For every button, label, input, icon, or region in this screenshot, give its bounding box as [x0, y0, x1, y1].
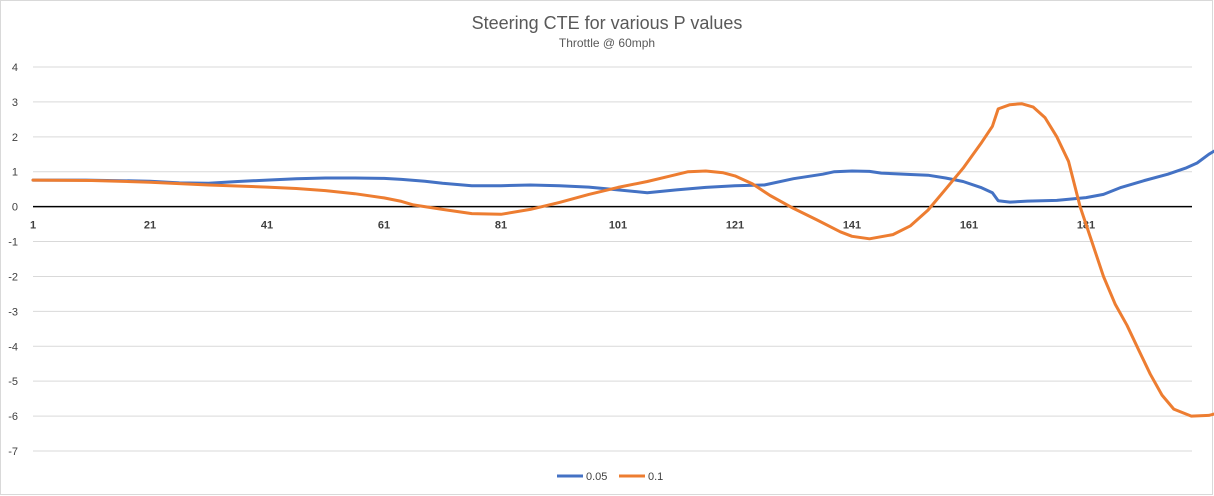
y-tick-label: 1 — [12, 167, 18, 179]
x-tick-label: 81 — [495, 220, 507, 232]
legend-label-series-1: 0.05 — [586, 471, 607, 483]
y-tick-label: 0 — [12, 202, 18, 214]
x-tick-label: 1 — [30, 220, 36, 232]
x-tick-label: 61 — [378, 220, 390, 232]
y-tick-label: -5 — [8, 376, 18, 388]
y-tick-label: -7 — [8, 446, 18, 458]
series-layer — [31, 102, 1214, 418]
x-tick-label: 121 — [726, 220, 744, 232]
series-line-2 — [31, 102, 1214, 418]
x-tick-label: 101 — [609, 220, 627, 232]
y-tick-label: -4 — [8, 341, 18, 353]
y-axis-tick-labels: 4 3 2 1 0 -1 -2 -3 -4 -5 -6 -7 — [8, 62, 18, 458]
y-tick-label: 4 — [12, 62, 18, 74]
legend-label-series-2: 0.1 — [648, 471, 663, 483]
y-tick-label: -3 — [8, 306, 18, 318]
x-tick-label: 161 — [960, 220, 978, 232]
y-tick-label: 3 — [12, 97, 18, 109]
y-tick-label: -1 — [8, 237, 18, 249]
legend: 0.05 0.1 — [557, 471, 663, 483]
y-tick-label: 2 — [12, 132, 18, 144]
y-tick-label: -2 — [8, 271, 18, 283]
gridlines — [33, 66, 1192, 452]
x-tick-label: 141 — [843, 220, 861, 232]
chart-subtitle: Throttle @ 60mph — [559, 36, 655, 50]
y-tick-label: -6 — [8, 411, 18, 423]
series-line-1 — [31, 149, 1214, 204]
x-tick-label: 21 — [144, 220, 156, 232]
x-axis-tick-labels: 1 21 41 61 81 101 121 141 161 181 — [30, 220, 1095, 232]
x-tick-label: 41 — [261, 220, 273, 232]
chart-title: Steering CTE for various P values — [472, 13, 743, 33]
